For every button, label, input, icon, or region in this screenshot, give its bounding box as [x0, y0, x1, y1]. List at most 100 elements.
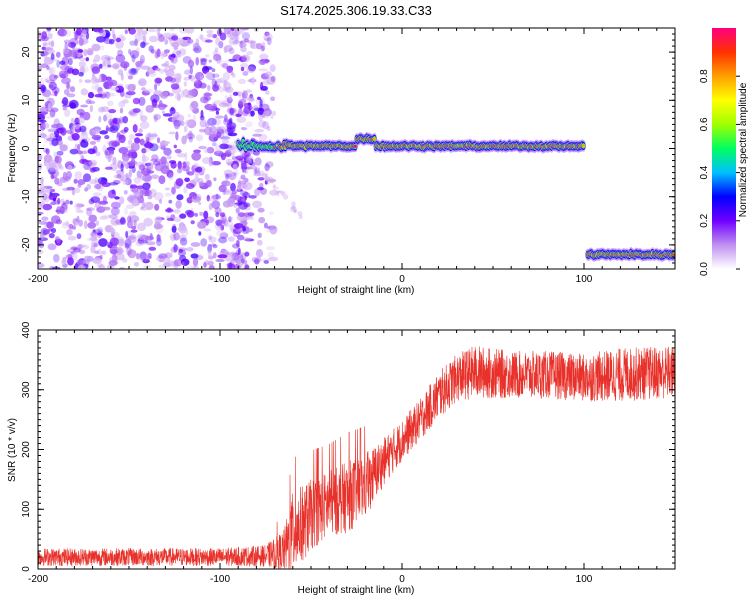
noise-blob [264, 179, 268, 185]
noise-blob [297, 211, 303, 217]
noise-blob [127, 83, 136, 92]
noise-blob [224, 149, 232, 158]
noise-blob [111, 63, 120, 69]
noise-blob [220, 136, 231, 140]
noise-blob [192, 114, 197, 122]
noise-blob [233, 172, 237, 176]
noise-blob [79, 57, 87, 62]
noise-blob [213, 150, 224, 157]
noise-blob [124, 92, 132, 99]
noise-blob [163, 147, 172, 156]
noise-blob [127, 151, 138, 159]
noise-blob [87, 221, 97, 229]
noise-blob [183, 186, 188, 194]
noise-blob [162, 113, 173, 117]
noise-blob [54, 177, 60, 185]
snr-panel: -200 -100 0 100 0 100 200 300 400 Height of str… [7, 321, 676, 596]
noise-blob [136, 170, 142, 179]
noise-blob [63, 39, 71, 44]
noise-blob [95, 83, 100, 93]
noise-blob [77, 264, 86, 269]
noise-blob [141, 87, 146, 91]
noise-blob [98, 115, 102, 123]
noise-blob [173, 120, 181, 130]
noise-blob [172, 223, 177, 230]
noise-blob [173, 209, 181, 214]
noise-blob [225, 173, 230, 180]
noise-blob [207, 250, 212, 258]
noise-blob [150, 94, 160, 103]
noise-blob [247, 156, 251, 159]
noise-blob [91, 85, 100, 90]
noise-blob [95, 151, 101, 157]
y-tick-label: 400 [21, 321, 32, 338]
noise-blob [215, 37, 221, 46]
noise-blob [257, 207, 265, 213]
noise-blob [204, 39, 213, 43]
noise-blob [138, 78, 147, 87]
noise-blob [171, 186, 176, 195]
noise-blob [170, 246, 177, 253]
noise-blob [265, 176, 271, 182]
noise-blob [146, 162, 154, 171]
noise-blob [264, 177, 271, 183]
noise-blob [205, 122, 210, 129]
noise-blob [94, 250, 100, 254]
noise-blob [108, 38, 115, 45]
noise-blob [120, 61, 130, 69]
noise-blob [261, 172, 268, 179]
snr-series-line [38, 346, 675, 569]
noise-blob [176, 153, 187, 158]
noise-blob [134, 38, 138, 47]
noise-blob [190, 220, 195, 225]
noise-blob [239, 56, 247, 63]
noise-blob [158, 175, 166, 185]
noise-blob [130, 109, 134, 117]
noise-blob [212, 252, 217, 259]
noise-blob [128, 241, 133, 250]
noise-blob [195, 166, 203, 173]
noise-blob [212, 244, 218, 249]
noise-blob [89, 159, 98, 167]
noise-blob [228, 93, 233, 101]
noise-blob [88, 214, 97, 223]
noise-blob [171, 42, 180, 48]
noise-blob [208, 131, 218, 137]
noise-blob [131, 165, 136, 174]
noise-blob [77, 179, 86, 185]
noise-blob [130, 229, 138, 233]
noise-blob [142, 258, 150, 264]
snr-xlabel: Height of straight line (km) [298, 585, 415, 596]
noise-blob [123, 126, 129, 133]
noise-blob [269, 64, 276, 72]
noise-blob [112, 117, 118, 124]
noise-blob [97, 232, 103, 236]
noise-blob [199, 128, 206, 133]
noise-blob [38, 249, 44, 255]
noise-blob [169, 107, 176, 115]
noise-blob [204, 66, 213, 71]
noise-blob [131, 226, 137, 230]
noise-blob [38, 187, 47, 196]
noise-blob [96, 36, 106, 43]
noise-blob [38, 163, 42, 171]
noise-blob [200, 96, 209, 104]
noise-blob [227, 181, 231, 187]
noise-blob [226, 125, 236, 134]
noise-blob [251, 256, 262, 263]
noise-blob [97, 248, 102, 255]
noise-blob [38, 113, 46, 122]
noise-blob [128, 28, 136, 35]
noise-blob [238, 94, 242, 98]
noise-blob [76, 233, 82, 240]
noise-blob [61, 77, 71, 85]
noise-blob [59, 144, 68, 152]
noise-blob [44, 77, 52, 81]
noise-blob [238, 98, 247, 105]
noise-blob [261, 80, 270, 85]
noise-blob [90, 196, 101, 204]
noise-blob [46, 65, 50, 71]
noise-blob [257, 96, 261, 100]
noise-blob [185, 119, 193, 127]
noise-blob [91, 66, 101, 74]
